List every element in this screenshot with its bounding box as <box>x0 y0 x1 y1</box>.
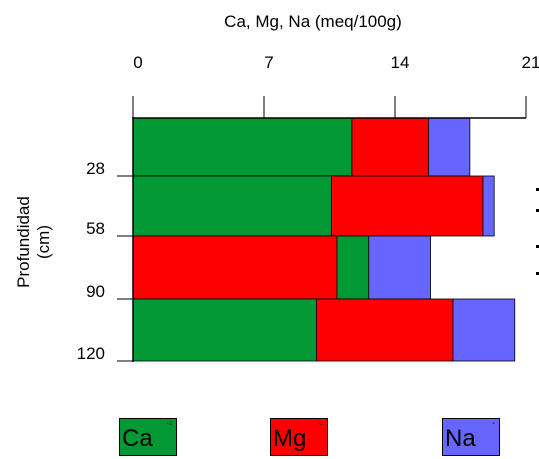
x-tick-label: 7 <box>264 53 273 72</box>
x-tick-label: 0 <box>133 53 142 72</box>
y-axis-label-line: (cm) <box>34 225 53 259</box>
crop-mark <box>536 272 539 275</box>
bar-segment-ca <box>132 298 317 362</box>
y-axis-ticks: 28 58 90 120 <box>77 159 133 363</box>
legend-item-ca: Ca +2 <box>119 418 177 456</box>
bar-segment-mg <box>330 175 484 237</box>
legend-charge: + <box>492 421 495 427</box>
bar-segment-ca <box>132 175 332 237</box>
legend-charge: +2 <box>166 421 172 427</box>
bar-segment-na <box>368 235 431 300</box>
bar-segment-mg <box>132 235 338 300</box>
y-tick-label: 90 <box>86 282 105 301</box>
crop-mark <box>536 209 539 212</box>
x-tick-label: 21 <box>522 53 539 72</box>
bar-segment-na <box>482 175 495 237</box>
y-tick-label: 58 <box>86 219 105 238</box>
legend-label: Ca <box>122 425 153 452</box>
bar-segment-na <box>452 298 516 362</box>
axes <box>132 117 526 362</box>
y-axis-label-line: Profundidad <box>14 196 33 288</box>
crop-mark <box>536 188 539 191</box>
chart-title: Ca, Mg, Na (meq/100g) <box>224 12 402 31</box>
bar-segment-ca <box>336 235 370 300</box>
legend-label: Na <box>445 425 476 452</box>
legend-label: Mg <box>273 425 307 452</box>
legend-item-mg: Mg +2 <box>270 418 328 456</box>
legend-charge: +2 <box>317 421 323 427</box>
bar-segment-mg <box>315 298 454 362</box>
y-tick-label: 120 <box>77 344 105 363</box>
legend-item-na: Na + <box>442 418 500 456</box>
bars <box>132 117 516 362</box>
bar-segment-na <box>428 117 471 177</box>
bar-segment-ca <box>132 117 353 177</box>
x-axis-ticks: 0 7 14 21 <box>132 53 539 118</box>
bar-segment-mg <box>351 117 430 177</box>
crop-mark <box>536 245 539 248</box>
y-tick-label: 28 <box>86 159 105 178</box>
x-tick-label: 14 <box>391 53 410 72</box>
y-axis-label: Profundidad(cm) <box>14 196 53 288</box>
